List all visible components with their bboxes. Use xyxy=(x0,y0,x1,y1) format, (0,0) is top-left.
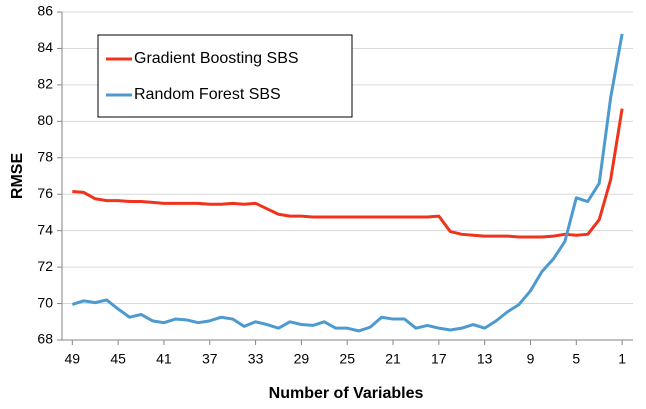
y-tick-label: 70 xyxy=(37,294,53,310)
y-tick-label: 84 xyxy=(37,39,53,55)
y-tick-label: 82 xyxy=(37,76,53,92)
x-tick-label: 25 xyxy=(339,351,355,367)
x-tick-label: 33 xyxy=(248,351,264,367)
x-tick-label: 49 xyxy=(65,351,81,367)
line-series xyxy=(71,33,624,333)
x-axis-label: Number of Variables xyxy=(269,385,424,402)
x-tick-label: 1 xyxy=(618,351,626,367)
x-tick-label: 9 xyxy=(527,351,535,367)
x-tick-label: 29 xyxy=(294,351,310,367)
y-tick-label: 76 xyxy=(37,185,53,201)
y-axis-label: RMSE xyxy=(9,153,26,200)
line-series xyxy=(72,108,624,239)
x-tick-label: 37 xyxy=(202,351,218,367)
y-tick-label: 80 xyxy=(37,112,53,128)
y-tick-label: 86 xyxy=(37,3,53,19)
legend-label: Random Forest SBS xyxy=(134,86,281,103)
y-tick-label: 78 xyxy=(37,148,53,164)
y-tick-label: 72 xyxy=(37,258,53,274)
x-tick-label: 45 xyxy=(110,351,126,367)
x-tick-label: 13 xyxy=(477,351,493,367)
x-tick-label: 41 xyxy=(156,351,172,367)
x-tick-label: 5 xyxy=(572,351,580,367)
x-tick-label: 17 xyxy=(431,351,447,367)
legend-label: Gradient Boosting SBS xyxy=(134,50,299,67)
y-tick-label: 68 xyxy=(37,331,53,347)
y-tick-label: 74 xyxy=(37,221,53,237)
x-tick-label: 21 xyxy=(385,351,401,367)
legend-box xyxy=(97,34,353,118)
